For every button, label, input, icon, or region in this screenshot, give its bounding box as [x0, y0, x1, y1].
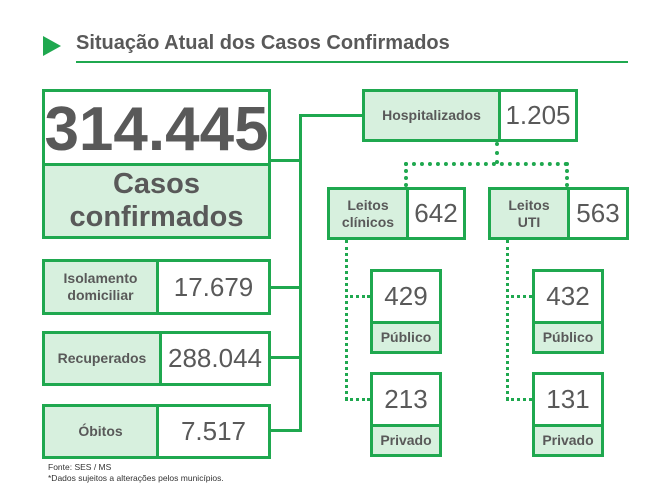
clinical-label-line1: Leitos	[347, 196, 389, 213]
recovered-value: 288.044	[159, 331, 271, 386]
disclaimer-note: *Dados sujeitos a alterações pelos munic…	[48, 473, 224, 483]
clinical-beds-label: Leitos clínicos	[327, 187, 409, 240]
clinical-private-label: Privado	[370, 424, 442, 457]
icu-public-value: 432	[532, 269, 604, 324]
dotted-connector-clinical-private	[345, 398, 370, 401]
hospitalized-value: 1.205	[498, 89, 578, 142]
title-underline	[76, 61, 628, 63]
connector-recovered	[271, 356, 301, 359]
icu-label-line2: UTI	[517, 213, 541, 230]
connector-confirmed	[271, 159, 301, 162]
dotted-connector-icu-private	[506, 398, 532, 401]
connector-deaths	[271, 429, 301, 432]
recovered-label: Recuperados	[42, 331, 162, 386]
confirmed-cases-value: 314.445	[42, 89, 271, 166]
icu-beds-label: Leitos UTI	[488, 187, 570, 240]
dotted-connector-clinical	[404, 162, 408, 187]
page-title: Situação Atual dos Casos Confirmados	[76, 32, 450, 54]
clinical-public-value: 429	[370, 269, 442, 324]
clinical-beds-value: 642	[406, 187, 466, 240]
hospitalized-label: Hospitalizados	[362, 89, 501, 142]
deaths-label: Óbitos	[42, 404, 159, 459]
dotted-connector-clinical-down	[345, 240, 348, 400]
connector-hospitalized	[299, 114, 362, 117]
connector-trunk	[299, 114, 302, 432]
icu-public-label: Público	[532, 321, 604, 354]
isolation-label-line1: Isolamento	[63, 270, 138, 287]
icu-beds-value: 563	[567, 187, 629, 240]
icu-label-line1: Leitos	[508, 196, 550, 213]
isolation-value: 17.679	[156, 259, 271, 315]
confirmed-label-line1: Casos	[112, 167, 201, 200]
dotted-connector-hosp-down	[495, 142, 499, 164]
confirmed-cases-label: Casos confirmados	[42, 163, 271, 239]
clinical-public-label: Público	[370, 321, 442, 354]
isolation-label: Isolamento domiciliar	[42, 259, 159, 315]
dotted-connector-icu	[565, 162, 569, 187]
clinical-label-line2: clínicos	[341, 213, 395, 230]
icu-private-value: 131	[532, 372, 604, 427]
source-note: Fonte: SES / MS	[48, 462, 112, 472]
isolation-label-line2: domiciliar	[67, 287, 134, 303]
dotted-connector-icu-down	[506, 240, 509, 400]
clinical-private-value: 213	[370, 372, 442, 427]
confirmed-label-line2: confirmados	[69, 201, 244, 233]
title-arrow-icon	[43, 36, 61, 56]
dotted-connector-icu-public	[506, 295, 532, 298]
dotted-connector-hosp-branch	[404, 162, 568, 166]
deaths-value: 7.517	[156, 404, 271, 459]
icu-private-label: Privado	[532, 424, 604, 457]
connector-isolation	[271, 286, 301, 289]
dotted-connector-clinical-public	[345, 295, 370, 298]
